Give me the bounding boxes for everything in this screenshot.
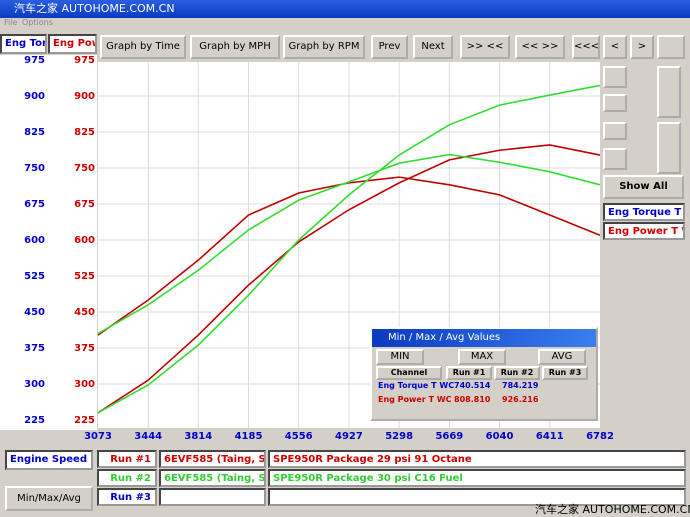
popup-cell: Eng Torque T WC	[378, 381, 455, 390]
menu-file[interactable]: File	[4, 18, 18, 27]
run-description: SPE950R Package 30 psi C16 Fuel	[268, 469, 686, 487]
y2-tick-label: 600	[74, 235, 95, 246]
x-tick-label: 6782	[586, 431, 614, 442]
scroll-button[interactable]	[657, 35, 685, 59]
y-tick-label: 675	[24, 199, 45, 210]
popup: Min / Max / Avg Values MIN MAX AVG Channel R…	[370, 327, 598, 421]
x-tick-label: 3814	[184, 431, 212, 442]
watermark: 汽车之家 AUTOHOME.COM.CN	[535, 503, 690, 516]
menu-options[interactable]: Options	[22, 18, 53, 27]
scroll-button[interactable]	[657, 66, 681, 118]
y2-tick-label: 375	[74, 343, 95, 354]
show-all-button[interactable]: Show All	[603, 175, 684, 199]
popup-cell: 784.219	[502, 381, 539, 390]
series-line	[97, 153, 601, 335]
toolbar-button[interactable]: << >>	[515, 35, 565, 59]
scroll-button[interactable]	[603, 148, 627, 170]
toolbar-button[interactable]: Prev	[371, 35, 408, 59]
y2-tick-label: 300	[74, 379, 95, 390]
y2-tick-label: 675	[74, 199, 95, 210]
y-axis-panel	[0, 55, 97, 430]
legend-entry: Eng Torque T WC	[603, 203, 685, 221]
popup-header: Run #1	[446, 366, 492, 380]
run-label: Run #3	[97, 488, 157, 506]
toolbar-button[interactable]: <	[603, 35, 627, 59]
toolbar-button[interactable]: Graph by RPM	[283, 35, 365, 59]
y2-tick-label: 225	[74, 415, 95, 426]
y2-axis-title: Eng Powe	[48, 34, 97, 54]
toolbar-button[interactable]: >	[630, 35, 654, 59]
x-tick-label: 3073	[84, 431, 112, 442]
run-label: Run #2	[97, 469, 157, 487]
popup-title: Min / Max / Avg Values	[372, 329, 596, 347]
y-tick-label: 375	[24, 343, 45, 354]
x-channel: Engine Speed (RI	[5, 450, 93, 470]
run-vehicle: 6EVF585 (Taing, Seng	[159, 469, 266, 487]
run-description	[268, 488, 686, 506]
y-tick-label: 900	[24, 91, 45, 102]
run-vehicle: 6EVF585 (Taing, Seng	[159, 450, 266, 468]
run-description: SPE950R Package 29 psi 91 Octane	[268, 450, 686, 468]
y-axis-title: Eng Torq	[0, 34, 47, 54]
y-tick-label: 225	[24, 415, 45, 426]
popup-header: Run #2	[494, 366, 540, 380]
scroll-button[interactable]	[603, 66, 627, 88]
y2-tick-label: 750	[74, 163, 95, 174]
x-tick-label: 4185	[235, 431, 263, 442]
y-tick-label: 600	[24, 235, 45, 246]
popup-header: Channel	[376, 366, 442, 380]
title-bar: 汽车之家 AUTOHOME.COM.CN	[0, 0, 690, 18]
minmax-button[interactable]: Min/Max/Avg	[5, 486, 93, 511]
x-tick-label: 6040	[486, 431, 514, 442]
x-tick-label: 4556	[285, 431, 313, 442]
x-tick-label: 4927	[335, 431, 363, 442]
popup-header: Run #3	[542, 366, 588, 380]
x-tick-label: 6411	[536, 431, 564, 442]
y-tick-label: 975	[24, 55, 45, 66]
toolbar-button[interactable]: <<<	[572, 35, 600, 59]
series-line	[97, 176, 601, 336]
scroll-button[interactable]	[603, 122, 627, 140]
x-tick-label: 5298	[385, 431, 413, 442]
y-tick-label: 450	[24, 307, 45, 318]
x-tick-label: 3444	[134, 431, 162, 442]
y2-tick-label: 525	[74, 271, 95, 282]
scroll-button[interactable]	[603, 94, 627, 112]
y-tick-label: 525	[24, 271, 45, 282]
y2-tick-label: 825	[74, 127, 95, 138]
y2-tick-label: 900	[74, 91, 95, 102]
y-tick-label: 825	[24, 127, 45, 138]
popup-button[interactable]: MAX	[458, 349, 506, 365]
toolbar-button[interactable]: Graph by Time	[100, 35, 186, 59]
popup-cell: 926.216	[502, 395, 539, 404]
y2-tick-label: 450	[74, 307, 95, 318]
popup-button[interactable]: MIN	[376, 349, 424, 365]
popup-cell: Eng Power T WC	[378, 395, 452, 404]
legend-entry: Eng Power T WC	[603, 222, 685, 240]
toolbar-button[interactable]: Next	[413, 35, 453, 59]
scroll-button[interactable]	[657, 122, 681, 174]
toolbar-button[interactable]: Graph by MPH	[190, 35, 280, 59]
y2-tick-label: 975	[74, 55, 95, 66]
toolbar-button[interactable]: >> <<	[460, 35, 510, 59]
run-vehicle	[159, 488, 266, 506]
popup-cell: 808.810	[454, 395, 491, 404]
y-tick-label: 750	[24, 163, 45, 174]
run-label: Run #1	[97, 450, 157, 468]
popup-cell: 740.514	[454, 381, 491, 390]
x-tick-label: 5669	[435, 431, 463, 442]
y-tick-label: 300	[24, 379, 45, 390]
popup-button[interactable]: AVG	[538, 349, 586, 365]
